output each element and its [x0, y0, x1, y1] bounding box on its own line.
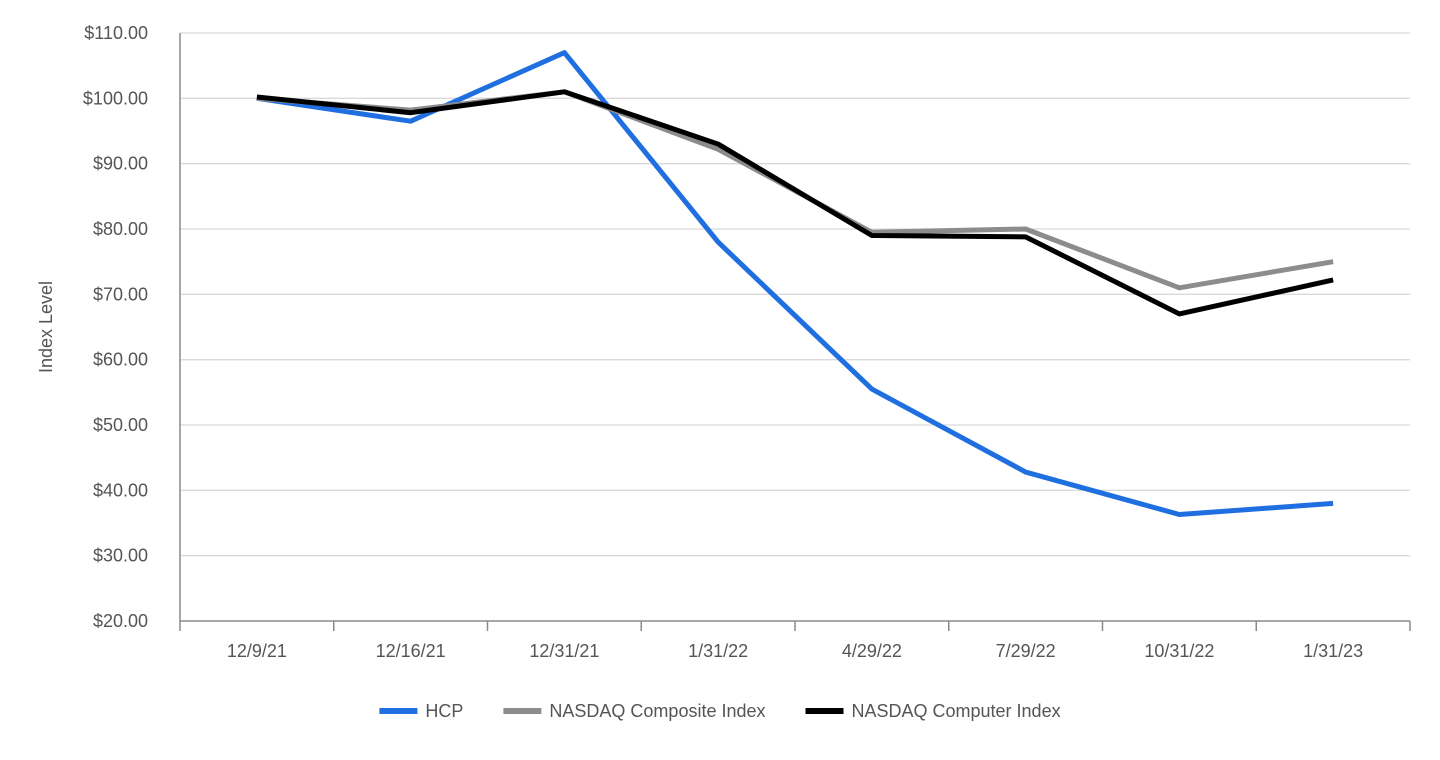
x-tick-label: 1/31/23: [1303, 641, 1363, 661]
series-lines: [256, 50, 1334, 518]
y-tick-label: $100.00: [83, 88, 148, 108]
series-line-nasdaq-computer-index: [256, 89, 1334, 317]
legend-label: NASDAQ Composite Index: [549, 701, 765, 721]
x-tick-labels: 12/9/21 12/16/21 12/31/21 1/31/22 4/29/22 7/2…: [227, 641, 1363, 661]
x-tick-label: 7/29/22: [996, 641, 1056, 661]
x-tick-label: 10/31/22: [1144, 641, 1214, 661]
y-axis-title: Index Level: [36, 281, 56, 373]
y-tick-label: $80.00: [93, 219, 148, 239]
legend-label: NASDAQ Computer Index: [852, 701, 1061, 721]
gridlines: [180, 32, 1410, 557]
y-tick-label: $40.00: [93, 480, 148, 500]
x-tick-label: 4/29/22: [842, 641, 902, 661]
legend-label: HCP: [425, 701, 463, 721]
y-tick-label: $50.00: [93, 415, 148, 435]
legend: HCP NASDAQ Composite Index NASDAQ Computer…: [379, 701, 1061, 721]
x-tick-label: 12/16/21: [376, 641, 446, 661]
y-tick-label: $90.00: [93, 154, 148, 174]
y-tick-label: $110.00: [84, 23, 148, 43]
y-tick-label: $30.00: [93, 546, 148, 566]
axes: [179, 33, 1411, 631]
y-tick-label: $20.00: [93, 611, 148, 631]
x-tick-label: 12/31/21: [529, 641, 599, 661]
x-tick-label: 1/31/22: [688, 641, 748, 661]
x-tick-label: 12/9/21: [227, 641, 287, 661]
y-tick-label: $60.00: [93, 350, 148, 370]
y-tick-labels: $20.00 $30.00 $40.00 $50.00 $60.00 $70.00 $80.…: [83, 23, 148, 631]
y-tick-label: $70.00: [93, 284, 148, 304]
